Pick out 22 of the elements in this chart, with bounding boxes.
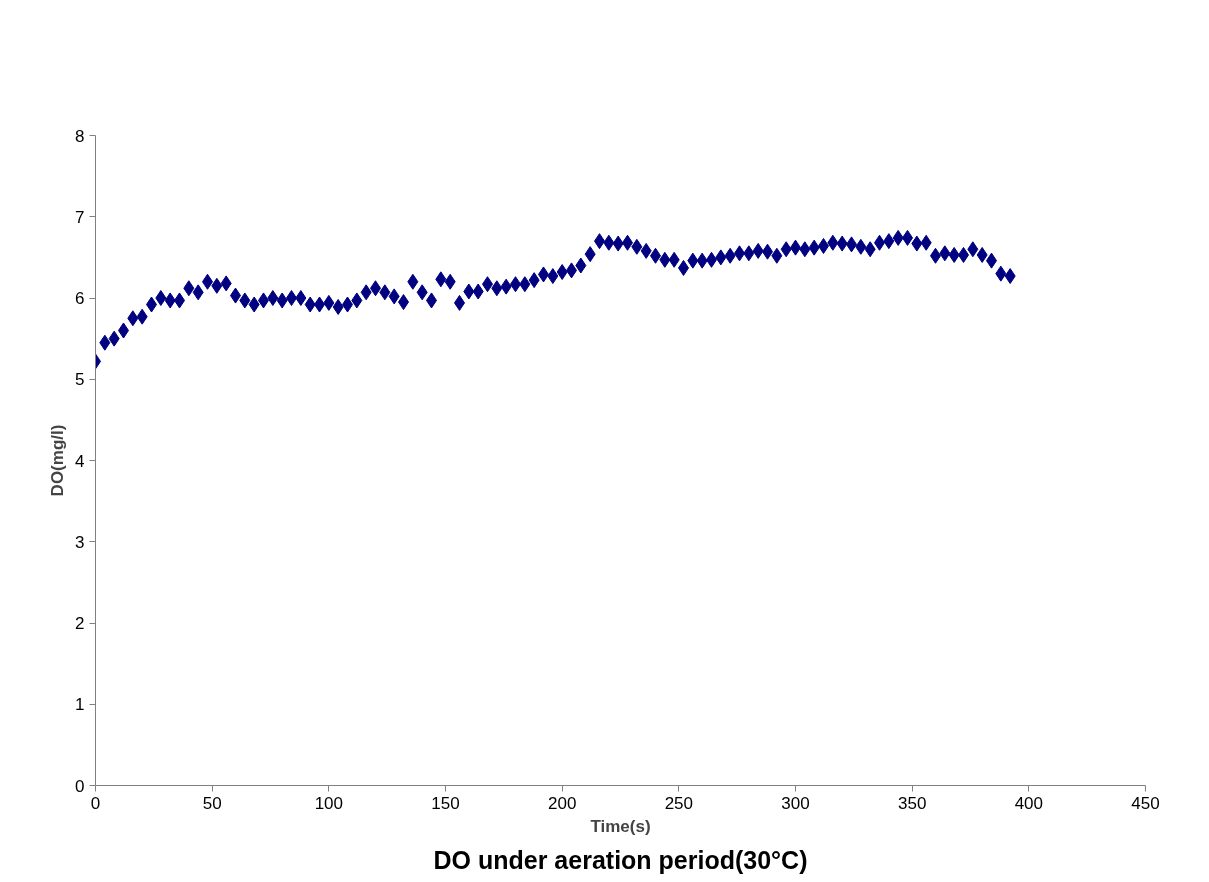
x-tick-label: 250 [664, 793, 694, 813]
x-tick-label: 350 [897, 793, 927, 813]
x-tick-label: 400 [1014, 793, 1044, 813]
y-tick-label: 7 [75, 207, 85, 227]
y-tick-label: 0 [75, 776, 85, 796]
y-tick-label: 8 [75, 126, 85, 146]
y-tick-label: 3 [75, 532, 85, 552]
x-axis-title: Time(s) [590, 816, 651, 836]
x-tick-label: 150 [431, 793, 460, 813]
y-tick-label: 2 [75, 614, 85, 633]
x-tick-label: 300 [781, 793, 810, 813]
y-tick-label: 5 [75, 370, 85, 390]
x-tick-label: 50 [202, 793, 222, 813]
text: DO under aeration period(30°C) [433, 845, 808, 874]
y-tick-label: 4 [75, 451, 85, 471]
x-tick-label: 100 [314, 793, 344, 813]
y-tick-label: 1 [75, 695, 85, 715]
x-tick-label: 200 [547, 793, 577, 813]
x-tick-label: 450 [1131, 793, 1160, 813]
x-tick-label: 0 [90, 793, 101, 813]
y-axis-title: DO(mg/l) [48, 424, 68, 497]
y-tick-label: 6 [75, 289, 85, 308]
